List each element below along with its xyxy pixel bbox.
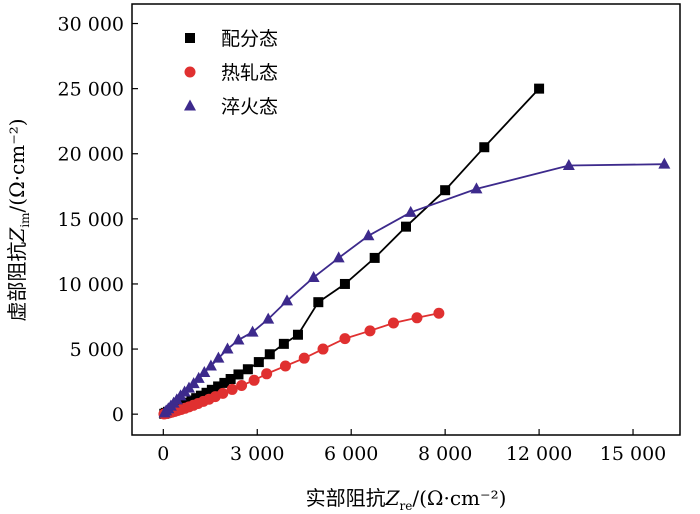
data-point [339,278,350,289]
series-line [163,87,540,415]
legend-marker [184,66,196,78]
data-point [339,333,351,345]
data-point [317,343,329,355]
legend-marker [185,33,195,43]
data-point [264,349,275,360]
data-point [364,325,376,337]
data-point [201,387,212,398]
x-tick-label: 8 000 [418,443,472,465]
legend-marker [184,99,196,111]
data-point [206,384,217,395]
legend-item: 淬火态 [184,96,278,118]
data-point [440,185,451,196]
y-tick-label: 10 000 [58,274,124,296]
data-point [404,205,417,217]
data-point [658,157,671,169]
series-layer [158,83,671,420]
data-point [298,352,310,364]
data-point [246,325,259,337]
series-0 [159,83,545,419]
x-tick-label: 15 000 [600,443,666,465]
data-point [198,365,211,377]
x-tick-label: 3 000 [230,443,284,465]
x-tick-label: 6 000 [324,443,378,465]
legend-item: 配分态 [185,28,278,50]
data-point [332,251,345,263]
data-point [195,390,206,401]
data-point [253,357,264,368]
data-point [433,307,445,319]
plot-frame [131,3,681,436]
data-point [313,297,324,308]
legend-item: 热轧态 [184,62,278,84]
y-tick-label: 15 000 [58,209,124,231]
y-tick-label: 20 000 [58,144,124,166]
x-axis: 0 3 000 6 000 8 000 12 000 15 000 [157,429,666,465]
data-point [562,158,575,170]
y-tick-label: 0 [112,404,124,426]
data-point [261,368,273,380]
data-point [281,294,294,306]
data-point [212,351,225,363]
data-point [248,374,260,386]
y-tick-label: 5 000 [70,339,124,361]
data-point [387,317,399,329]
x-tick-label: 12 000 [506,443,572,465]
legend-label: 配分态 [221,28,278,50]
legend-label: 淬火态 [221,96,278,118]
data-point [278,338,289,349]
data-point [192,371,205,383]
y-axis: 0 5 000 10 000 15 000 20 000 25 000 30 000 [58,14,138,426]
data-point [225,374,236,385]
data-point [217,387,229,399]
y-tick-label: 25 000 [58,79,124,101]
data-point [479,142,490,153]
data-point [470,182,483,194]
legend-label: 热轧态 [221,62,278,84]
x-tick-label: 0 [157,443,169,465]
data-point [292,329,303,340]
data-point [369,252,380,263]
data-point [221,342,234,354]
data-point [401,221,411,232]
x-axis-title: 实部阻抗Zre/(Ω·cm⁻²) [306,486,507,513]
data-point [279,360,291,372]
y-axis-title: 虚部阻抗Zim/(Ω·cm⁻²) [5,118,32,321]
data-point [534,83,545,94]
data-point [236,380,248,392]
data-point [233,369,244,380]
data-point [219,377,230,388]
series-2 [158,157,671,418]
data-point [232,333,245,345]
data-point [362,229,375,241]
y-tick-label: 30 000 [58,14,124,36]
data-point [213,381,224,392]
data-point [226,383,238,395]
data-point [262,312,275,324]
data-point [411,312,423,324]
data-point [307,270,320,282]
data-point [242,364,253,375]
data-point [204,359,217,371]
series-1 [158,307,445,420]
